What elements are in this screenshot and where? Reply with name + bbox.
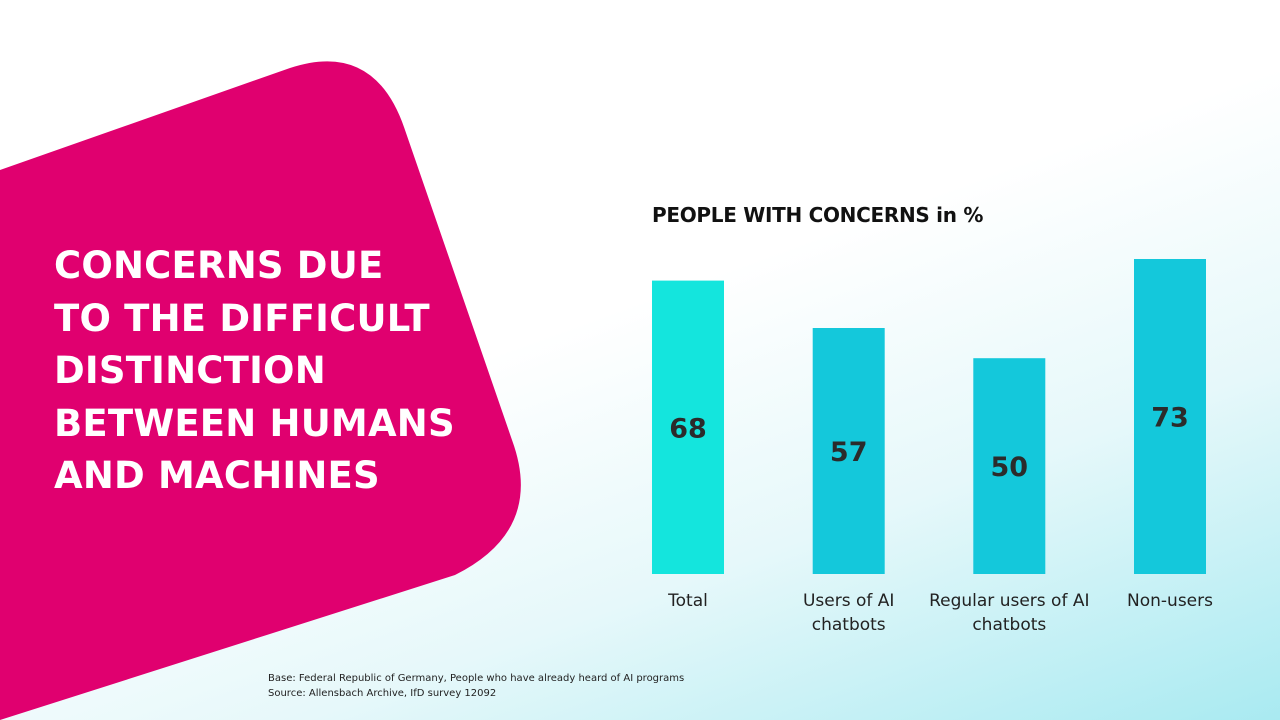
footnote-base: Base: Federal Republic of Germany, Peopl… [268,673,685,684]
chart-title: PEOPLE WITH CONCERNS in % [652,203,984,227]
value-label-non-users: 73 [1151,403,1189,434]
category-label-regular-users-of-ai-chatbots-line-2: chatbots [972,615,1046,635]
headline-line-5: AND MACHINES [54,454,380,497]
value-label-users-of-ai-chatbots: 57 [830,437,868,468]
footnote: Base: Federal Republic of Germany, Peopl… [268,671,684,701]
category-label-users-of-ai-chatbots-line-1: Users of AI [803,591,894,611]
category-label-non-users: Non-users [1127,591,1213,611]
headline-line-2: TO THE DIFFICULT [54,296,430,340]
bar-non-users [1134,259,1206,574]
value-label-total: 68 [669,413,707,444]
headline-line-4: BETWEEN HUMANS [54,401,455,445]
bar-total [652,280,724,574]
value-label-regular-users-of-ai-chatbots: 50 [991,452,1029,483]
bar-regular-users-of-ai-chatbots [973,358,1046,574]
bar-users-of-ai-chatbots [812,328,885,574]
headline-line-3: DISTINCTION [54,349,326,392]
bar-chart: 68 Total 57 Users of AI chatbots 50 Regular us… [652,259,1213,635]
headline-line-1: CONCERNS DUE [54,244,384,287]
category-label-users-of-ai-chatbots-line-2: chatbots [812,615,886,635]
category-label-total: Total [667,591,708,611]
footnote-source: Source: Allensbach Archive, IfD survey 1… [268,688,497,699]
category-label-regular-users-of-ai-chatbots-line-1: Regular users of AI [929,591,1089,611]
headline: CONCERNS DUE TO THE DIFFICULT DISTINCTIO… [54,240,494,503]
magenta-rounded-polygon [0,61,521,720]
